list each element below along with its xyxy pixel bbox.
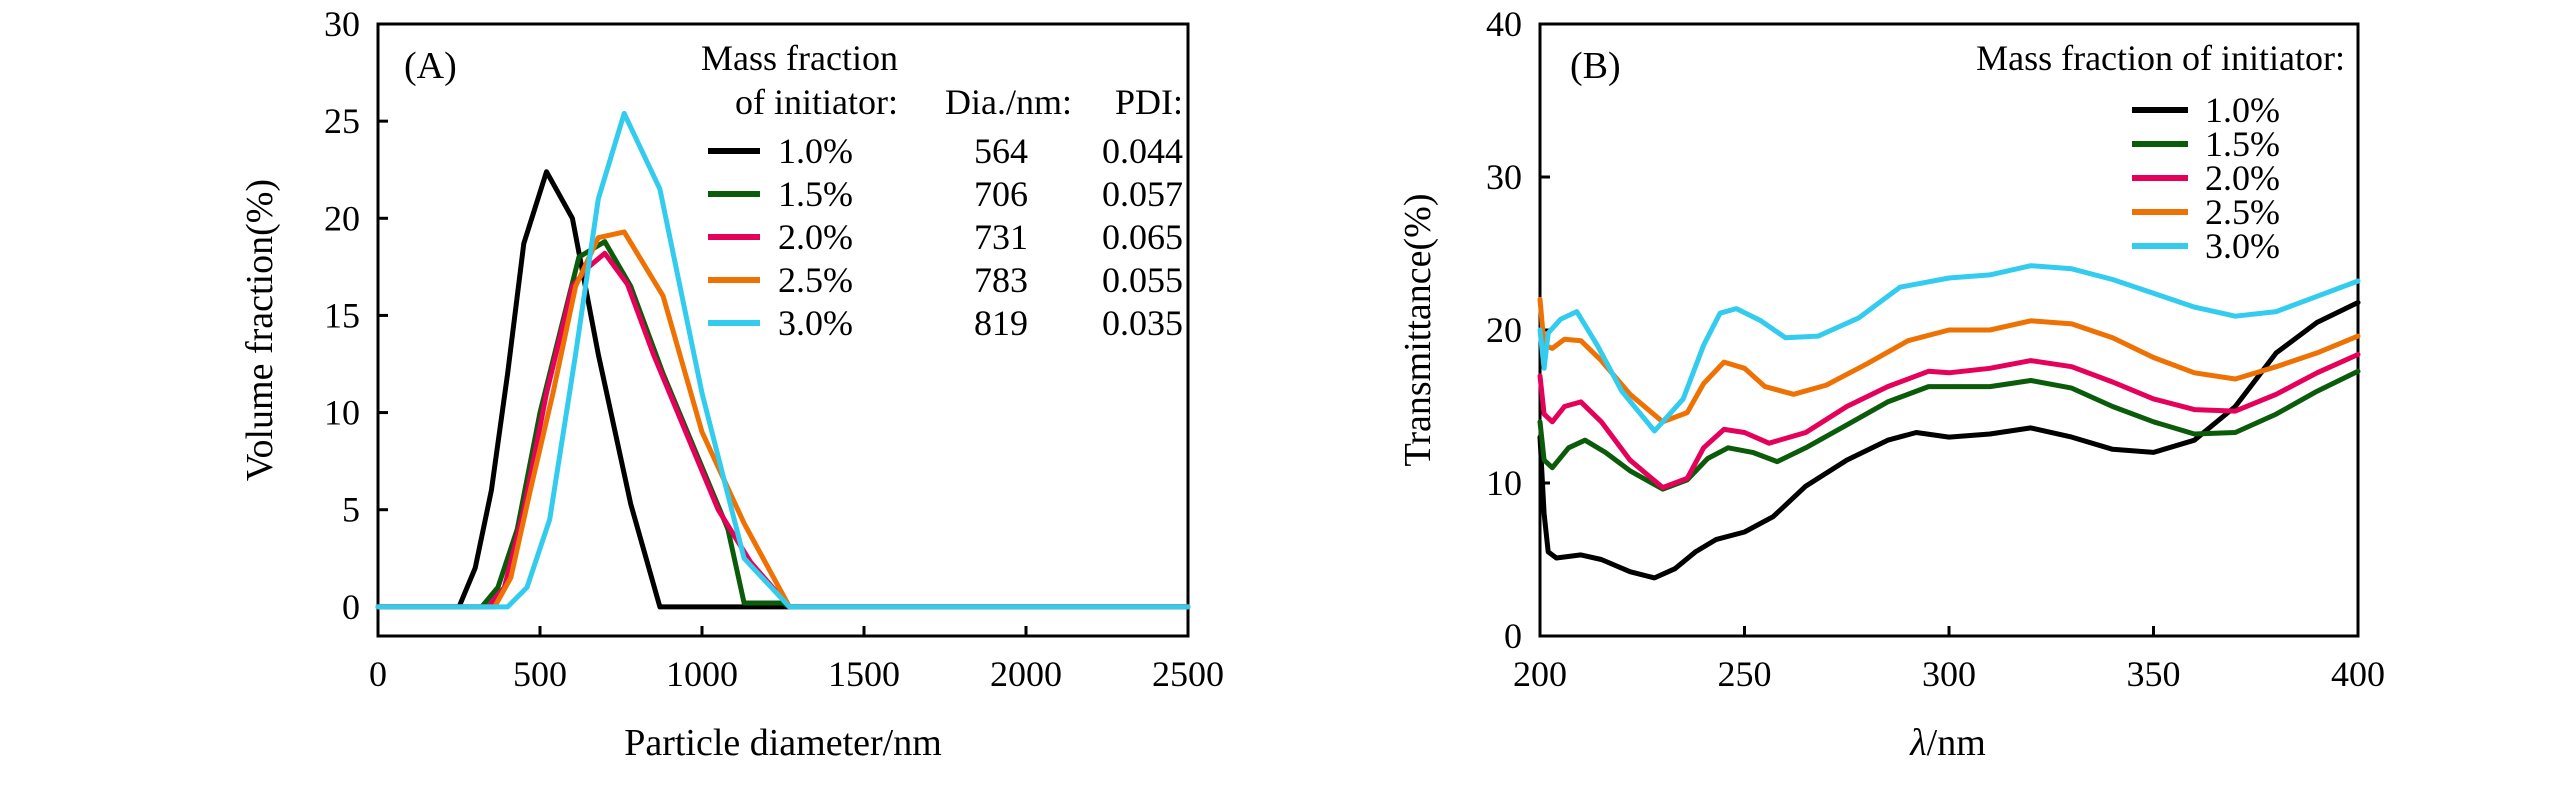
panel-b-y-axis-label: Transmittance(%): [1397, 194, 1439, 467]
panel-a-legend: Mass fraction of initiator: Dia./nm: PDI…: [701, 38, 1183, 343]
legend-b-name-1-0: 1.0%: [2205, 90, 2280, 130]
panel-a-series-line-2-5: [375, 229, 1191, 610]
panel-a-x-tick-label-2500: 2500: [1152, 654, 1224, 694]
panel-b-label: (B): [1570, 45, 1621, 87]
panel-b-series: [1537, 263, 2361, 581]
legend-a-title-line1: Mass fraction: [701, 38, 898, 78]
legend-b-title: Mass fraction of initiator:: [1976, 38, 2345, 78]
panel-a-x-axis-label: Particle diameter/nm: [624, 722, 942, 764]
panel-a-x-tick-label-2000: 2000: [990, 654, 1062, 694]
panel-b-x-axis-unit: /nm: [1927, 722, 1986, 764]
panel-b-series-line-3-0: [1537, 263, 2361, 434]
panel-a-y-tick-label-30: 30: [324, 4, 360, 44]
panel-a-series-line-1-5: [375, 239, 1191, 610]
panel-b-y-tick-label-0: 0: [1504, 616, 1522, 656]
panel-a-label: (A): [404, 45, 457, 87]
legend-a-dia-2-5: 783: [974, 260, 1028, 300]
panel-a-y-tick-label-5: 5: [342, 490, 360, 530]
panel-a: 0 500 1000 1500 2000 2500 0 5 10 15 20 25 30 (A) Par…: [239, 4, 1224, 764]
legend-b-rows: 1.0%1.5%2.0%2.5%3.0%: [2132, 90, 2280, 266]
panel-a-x-tick-label-0: 0: [369, 654, 387, 694]
legend-a-pdi-header: PDI:: [1115, 82, 1183, 122]
panel-b: 200 250 300 350 400 0 10 20 30 40 (B) λ/nm Transm…: [1397, 4, 2385, 764]
panel-a-y-axis-label: Volume fraction(%): [239, 179, 281, 481]
panel-a-series-line-3-0: [375, 110, 1191, 610]
panel-a-plot-frame: [376, 22, 1190, 638]
panel-b-series-line-2-0: [1537, 352, 2361, 491]
legend-a-name-3-0: 3.0%: [778, 303, 853, 343]
panel-a-series: [375, 110, 1191, 610]
panel-b-y-tick-label-10: 10: [1486, 463, 1522, 503]
legend-a-name-1-5: 1.5%: [778, 174, 853, 214]
panel-a-y-tick-label-15: 15: [324, 295, 360, 335]
panel-b-series-line-1-5: [1537, 368, 2361, 492]
panel-b-ticks: 200 250 300 350 400 0 10 20 30 40: [1486, 4, 2385, 694]
legend-b-name-2-0: 2.0%: [2205, 158, 2280, 198]
legend-a-title-line2: of initiator:: [735, 82, 898, 122]
panel-b-x-tick-label-250: 250: [1718, 654, 1772, 694]
panel-b-x-tick-label-200: 200: [1513, 654, 1567, 694]
legend-a-pdi-1-5: 0.057: [1102, 174, 1183, 214]
panel-a-x-tick-label-500: 500: [513, 654, 567, 694]
legend-b-name-2-5: 2.5%: [2205, 192, 2280, 232]
legend-a-pdi-1-0: 0.044: [1102, 131, 1183, 171]
panel-a-y-tick-label-0: 0: [342, 587, 360, 627]
legend-b-name-1-5: 1.5%: [2205, 124, 2280, 164]
legend-b-name-3-0: 3.0%: [2205, 226, 2280, 266]
panel-a-series-line-1-0: [375, 169, 1191, 610]
legend-a-name-1-0: 1.0%: [778, 131, 853, 171]
legend-a-dia-3-0: 819: [974, 303, 1028, 343]
panel-a-y-tick-label-25: 25: [324, 101, 360, 141]
panel-a-y-tick-label-20: 20: [324, 198, 360, 238]
panel-b-y-tick-label-30: 30: [1486, 157, 1522, 197]
panel-b-x-axis-symbol: λ: [1909, 722, 1926, 764]
legend-a-name-2-5: 2.5%: [778, 260, 853, 300]
panel-b-x-axis-label: λ/nm: [1909, 722, 1986, 764]
legend-a-pdi-3-0: 0.035: [1102, 303, 1183, 343]
legend-a-pdi-2-0: 0.065: [1102, 217, 1183, 257]
legend-a-dia-2-0: 731: [974, 217, 1028, 257]
panel-b-y-tick-label-20: 20: [1486, 310, 1522, 350]
panel-a-y-tick-label-10: 10: [324, 393, 360, 433]
panel-b-series-line-2-5: [1537, 296, 2361, 425]
panel-b-x-tick-label-350: 350: [2127, 654, 2181, 694]
panel-a-x-tick-label-1500: 1500: [828, 654, 900, 694]
panel-b-y-tick-label-40: 40: [1486, 4, 1522, 44]
panel-b-x-tick-label-300: 300: [1922, 654, 1976, 694]
legend-a-dia-header: Dia./nm:: [945, 82, 1072, 122]
legend-a-pdi-2-5: 0.055: [1102, 260, 1183, 300]
panel-a-x-tick-label-1000: 1000: [666, 654, 738, 694]
legend-a-dia-1-0: 564: [974, 131, 1028, 171]
legend-a-rows: 1.0% 564 0.044 1.5% 706 0.057 2.0% 731 0.065 2.5%…: [708, 131, 1183, 343]
legend-a-name-2-0: 2.0%: [778, 217, 853, 257]
panel-a-ticks: 0 500 1000 1500 2000 2500 0 5 10 15 20 25 30: [324, 4, 1224, 694]
panel-b-x-tick-label-400: 400: [2331, 654, 2385, 694]
panel-b-series-line-1-0: [1537, 300, 2361, 581]
panel-b-legend: Mass fraction of initiator: 1.0%1.5%2.0%…: [1976, 38, 2345, 266]
legend-a-dia-1-5: 706: [974, 174, 1028, 214]
